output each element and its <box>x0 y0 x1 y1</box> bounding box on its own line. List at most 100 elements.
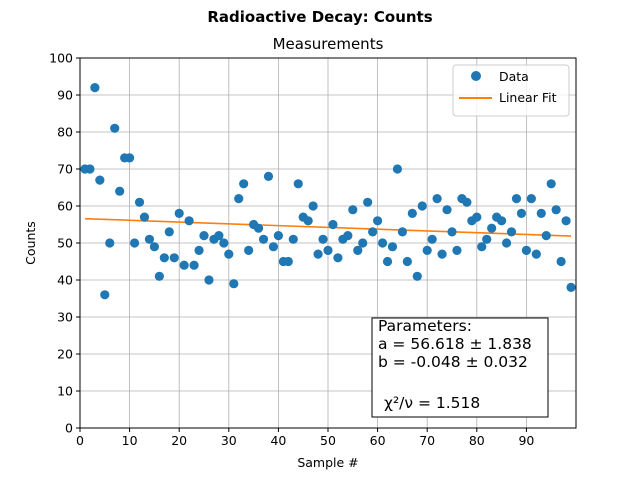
data-point <box>224 249 234 259</box>
data-point <box>179 260 189 270</box>
data-point <box>95 175 105 185</box>
data-point <box>194 245 204 255</box>
data-point <box>407 208 417 218</box>
y-tick-label: 90 <box>57 88 73 103</box>
y-tick-label: 80 <box>57 125 73 140</box>
parameters-heading: Parameters: <box>378 317 472 335</box>
fit-series <box>84 217 572 237</box>
data-point <box>333 253 343 263</box>
x-tick-label: 50 <box>320 433 336 448</box>
data-point <box>229 279 239 289</box>
data-point <box>343 231 353 241</box>
data-point <box>373 216 383 226</box>
data-point <box>531 249 541 259</box>
data-point <box>169 253 179 263</box>
data-point <box>472 212 482 222</box>
data-point <box>397 227 407 237</box>
data-point <box>125 153 135 163</box>
data-point <box>204 275 214 285</box>
data-point <box>308 201 318 211</box>
data-point <box>482 234 492 244</box>
data-point <box>293 179 303 189</box>
data-point <box>313 249 323 259</box>
x-tick-label: 80 <box>469 433 485 448</box>
data-point <box>506 227 517 237</box>
data-point <box>303 216 313 226</box>
data-point <box>412 271 422 281</box>
data-point <box>497 216 507 226</box>
data-point <box>536 208 546 218</box>
y-tick-label: 30 <box>57 310 73 325</box>
parameter-a: a = 56.618 ± 1.838 <box>378 335 532 353</box>
x-tick-label: 90 <box>518 433 534 448</box>
data-point <box>85 164 95 174</box>
x-tick-label: 60 <box>370 433 386 448</box>
data-point <box>541 231 551 241</box>
data-point <box>258 234 269 244</box>
y-tick-label: 10 <box>57 384 73 399</box>
data-point <box>154 271 164 281</box>
data-point <box>253 223 264 233</box>
parameters-box: Parameters: a = 56.618 ± 1.838 b = -0.04… <box>371 317 549 418</box>
data-point <box>129 238 140 248</box>
data-point <box>164 227 174 237</box>
chart-title: Measurements <box>273 35 384 53</box>
data-point <box>189 260 199 270</box>
y-tick-label: 40 <box>57 273 73 288</box>
data-point <box>377 238 388 248</box>
data-point <box>328 219 338 230</box>
data-point <box>174 208 184 218</box>
data-point <box>368 227 378 237</box>
x-tick-label: 0 <box>76 433 84 448</box>
legend-frame <box>452 64 570 117</box>
data-point <box>487 223 497 233</box>
x-tick-label: 20 <box>171 433 187 448</box>
data-series <box>80 83 576 300</box>
data-point <box>521 245 532 255</box>
x-tick-label: 30 <box>221 433 237 448</box>
data-point <box>353 245 363 255</box>
data-point <box>382 256 393 267</box>
data-point <box>387 242 398 252</box>
data-point <box>219 238 229 248</box>
data-point <box>556 256 566 267</box>
data-point <box>199 231 209 241</box>
legend: Data Linear Fit <box>452 64 570 117</box>
parameters-frame <box>371 317 549 418</box>
data-point <box>348 205 358 215</box>
data-point <box>134 197 145 207</box>
data-point <box>432 194 442 204</box>
x-tick-label: 70 <box>419 433 435 448</box>
y-axis-label: Counts <box>23 221 38 265</box>
data-point <box>566 282 576 292</box>
axis-ticks: 0 10 20 30 40 50 60 70 80 90 0 10 20 30 40 50 60 70 80 90 10… <box>49 51 534 449</box>
data-point <box>184 216 194 226</box>
data-point <box>115 186 125 196</box>
data-point <box>402 256 412 267</box>
data-point <box>501 238 512 248</box>
data-point <box>462 197 472 207</box>
data-point <box>239 179 249 189</box>
legend-marker-data <box>471 71 481 81</box>
y-tick-label: 60 <box>57 199 73 214</box>
data-point <box>323 245 333 255</box>
data-point <box>358 238 368 248</box>
data-point <box>363 197 373 207</box>
data-point <box>437 249 447 259</box>
data-point <box>288 234 298 244</box>
data-point <box>477 242 487 252</box>
data-point <box>159 253 169 263</box>
data-point <box>442 205 452 215</box>
parameter-chi2: χ²/ν = 1.518 <box>384 394 480 412</box>
data-point <box>452 245 462 255</box>
data-point <box>511 194 522 204</box>
data-point <box>234 194 244 204</box>
data-point <box>273 231 283 241</box>
data-point <box>318 234 328 244</box>
data-point <box>144 234 155 244</box>
parameter-b: b = -0.048 ± 0.032 <box>378 353 528 371</box>
fit-line <box>84 217 572 237</box>
data-point <box>100 290 110 300</box>
y-tick-label: 20 <box>57 347 73 362</box>
